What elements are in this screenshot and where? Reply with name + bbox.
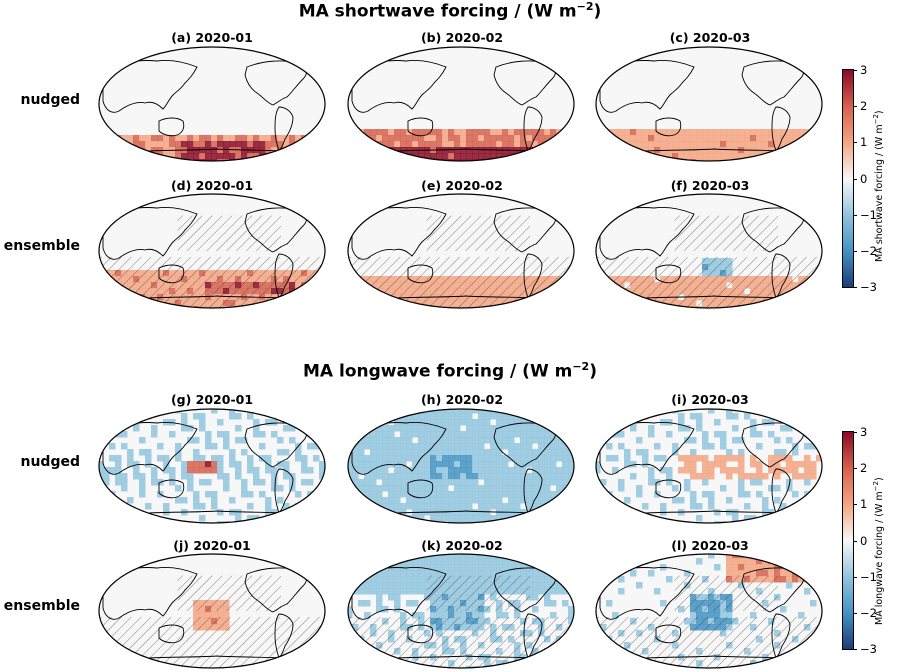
- colorbar-tick-label: 3: [860, 63, 868, 77]
- panel-title-h: (h) 2020-02: [420, 392, 504, 407]
- panel-title-b: (b) 2020-02: [420, 30, 504, 45]
- colorbar-tick-label: 0: [860, 533, 868, 548]
- map-panel-e: [347, 193, 575, 309]
- panel-title-a: (a) 2020-01: [171, 30, 253, 45]
- map-panel-c: [595, 46, 823, 162]
- panel-title-c: (c) 2020-03: [669, 30, 751, 45]
- colorbar-tick-mark: [853, 649, 857, 650]
- map-panel-g: [98, 408, 326, 524]
- colorbar-tick-mark: [853, 468, 857, 470]
- panel-title-k: (k) 2020-02: [421, 538, 503, 553]
- colorbar-tick-label: −1: [860, 569, 877, 584]
- longwave-colorbar-label: MA longwave forcing / (W m−2): [872, 477, 886, 625]
- colorbar-tick-label: −1: [860, 207, 877, 222]
- colorbar-tick-mark: [853, 287, 857, 288]
- colorbar-tick-mark: [853, 142, 857, 144]
- colorbar-tick-mark: [853, 432, 857, 433]
- colorbar-tick-label: −3: [860, 642, 877, 656]
- map-panel-l: [595, 553, 823, 669]
- colorbar-tick-mark: [853, 214, 857, 216]
- shortwave-colorbar-label: MA shortwave forcing / (W m−2): [872, 110, 886, 262]
- panel-title-e: (e) 2020-02: [421, 178, 503, 193]
- colorbar-tick-mark: [853, 576, 857, 578]
- panel-title-i: (i) 2020-03: [671, 392, 749, 407]
- map-panel-b: [347, 46, 575, 162]
- row-label-nudged-shortwave: nudged: [20, 92, 81, 108]
- map-panel-d: [98, 193, 326, 309]
- colorbar-tick-mark: [853, 178, 857, 180]
- panel-title-l: (l) 2020-03: [671, 538, 749, 553]
- colorbar-tick-label: 0: [860, 171, 868, 186]
- row-label-nudged-longwave: nudged: [20, 454, 81, 470]
- colorbar-tick-mark: [853, 106, 857, 108]
- shortwave-section-title: MA shortwave forcing / (W m−2): [298, 0, 602, 22]
- colorbar-tick-mark: [853, 504, 857, 506]
- panel-title-j: (j) 2020-01: [173, 538, 251, 553]
- map-panel-a: [98, 46, 326, 162]
- map-panel-h: [347, 408, 575, 524]
- colorbar-tick-mark: [853, 612, 857, 614]
- map-panel-k: [347, 553, 575, 669]
- row-label-ensemble-shortwave: ensemble: [3, 238, 80, 254]
- colorbar-tick-label: 2: [860, 461, 868, 476]
- colorbar-tick-label: 2: [860, 99, 868, 114]
- panel-title-g: (g) 2020-01: [170, 392, 254, 407]
- colorbar-tick-mark: [853, 540, 857, 542]
- colorbar-tick-mark: [853, 70, 857, 71]
- colorbar-tick-label: −2: [860, 605, 877, 620]
- colorbar-tick-label: −3: [860, 280, 877, 294]
- colorbar-tick-label: 1: [860, 497, 868, 512]
- row-label-ensemble-longwave: ensemble: [3, 598, 80, 614]
- panel-title-d: (d) 2020-01: [170, 178, 254, 193]
- map-panel-i: [595, 408, 823, 524]
- longwave-section-title: MA longwave forcing / (W m−2): [303, 360, 597, 382]
- colorbar-tick-label: −2: [860, 243, 877, 258]
- colorbar-tick-label: 1: [860, 135, 868, 150]
- map-panel-f: [595, 193, 823, 309]
- colorbar-tick-label: 3: [860, 425, 868, 439]
- colorbar-tick-mark: [853, 250, 857, 252]
- map-panel-j: [98, 553, 326, 669]
- panel-title-f: (f) 2020-03: [670, 178, 750, 193]
